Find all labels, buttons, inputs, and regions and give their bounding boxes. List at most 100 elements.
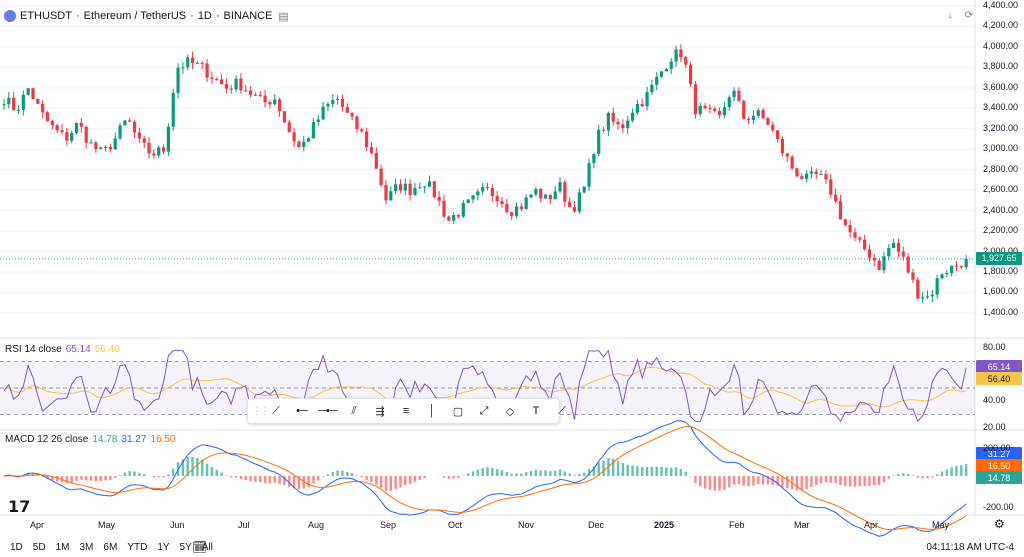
macd-histogram-bar <box>341 470 344 476</box>
candle <box>413 182 417 197</box>
trend-angle-icon[interactable]: ⟋ <box>558 404 566 417</box>
candle <box>674 45 678 67</box>
last-price-tag: 1,927.65 <box>976 251 1022 265</box>
hist-tag: 16.50 <box>976 459 1022 472</box>
time-tick-label: Sep <box>380 520 397 530</box>
candle <box>461 200 465 219</box>
rsi-title[interactable]: RSI 14 close <box>5 344 62 355</box>
candle <box>906 253 910 274</box>
hist-value: 16.50 <box>150 434 176 445</box>
settings-gear-icon[interactable]: ⚙ <box>994 517 1005 531</box>
range-button-all[interactable]: All <box>201 542 213 553</box>
range-button-1m[interactable]: 1M <box>55 542 70 553</box>
candle <box>664 67 668 72</box>
fib-retracement-icon[interactable]: ≡ <box>402 405 410 417</box>
macd-histogram-bar <box>723 476 726 490</box>
candle <box>848 219 852 238</box>
range-button-ytd[interactable]: YTD <box>127 542 148 553</box>
rectangle-icon[interactable]: ▢ <box>452 405 464 418</box>
candle <box>601 126 606 133</box>
macd-histogram-bar <box>457 476 460 478</box>
candle <box>616 118 620 130</box>
scroll-down-icon[interactable]: ↓ <box>947 9 953 21</box>
candle <box>152 149 156 160</box>
macd-histogram-bar <box>75 476 78 481</box>
candle <box>563 179 567 208</box>
rsi-tick-label: 40.00 <box>983 395 1006 406</box>
drag-handle-icon[interactable]: ⋮⋮ <box>252 405 270 417</box>
reset-chart-icon[interactable]: ⟳ <box>964 9 974 21</box>
horizontal-line-icon[interactable]: ─•─ <box>318 405 338 417</box>
candle <box>244 84 248 93</box>
macd-histogram-bar <box>694 476 697 484</box>
candle <box>819 169 823 175</box>
candle <box>785 152 789 162</box>
parallel-channel-icon[interactable]: ⫽ <box>351 404 357 417</box>
candle <box>476 188 480 201</box>
macd-histogram-bar <box>829 476 832 483</box>
candle <box>896 238 901 258</box>
symbol-ticker[interactable]: ETHUSDT <box>20 10 72 22</box>
macd-histogram-bar <box>312 476 315 484</box>
candle <box>369 142 374 155</box>
macd-histogram-bar <box>89 476 93 481</box>
candle <box>626 115 630 135</box>
go-to-date-icon[interactable]: 🗓 <box>192 540 208 554</box>
range-button-5y[interactable]: 5Y <box>179 542 192 553</box>
candle <box>611 107 615 126</box>
hide-legend-icon[interactable]: ▤ <box>278 10 289 23</box>
macd-histogram-bar <box>84 476 88 481</box>
candle <box>606 111 610 136</box>
candle <box>529 194 533 198</box>
candle <box>427 175 432 187</box>
candle <box>147 136 151 159</box>
vertical-line-icon[interactable]: │ <box>428 405 436 417</box>
candle <box>384 180 388 205</box>
macd-title[interactable]: MACD 12 26 close <box>5 434 89 445</box>
macd-histogram-bar <box>563 471 567 476</box>
macd-histogram-bar <box>167 474 170 476</box>
range-button-5d[interactable]: 5D <box>32 542 46 553</box>
macd-histogram-bar <box>534 469 538 476</box>
range-button-1y[interactable]: 1Y <box>157 542 170 553</box>
horizontal-ray-icon[interactable]: •─ <box>296 405 308 417</box>
macd-histogram-bar <box>505 472 509 476</box>
range-button-3m[interactable]: 3M <box>79 542 94 553</box>
macd-histogram-bar <box>360 476 363 478</box>
macd-histogram-bar <box>152 476 156 478</box>
macd-histogram-bar <box>906 474 910 476</box>
time-tick-label: May <box>98 520 116 530</box>
candle <box>693 80 698 119</box>
candle <box>142 135 146 149</box>
clock-readout[interactable]: 04:11:18 AM UTC-4 <box>926 542 1014 553</box>
macd-histogram-bar <box>544 470 547 476</box>
candle <box>229 84 233 94</box>
candle <box>200 60 204 69</box>
candle <box>892 238 896 249</box>
macd-histogram-bar <box>196 458 199 476</box>
range-button-1d[interactable]: 1D <box>10 542 23 553</box>
path-icon[interactable]: ⤢ <box>479 404 489 417</box>
candle <box>490 184 494 202</box>
shape-icon[interactable]: ◇ <box>505 405 515 418</box>
macd-histogram-bar <box>408 476 412 485</box>
candle <box>645 86 649 111</box>
candle <box>945 270 949 277</box>
rsi-ma-tag: 56.40 <box>976 372 1022 385</box>
macd-histogram-bar <box>728 476 731 488</box>
regression-trend-icon[interactable]: ⇶ <box>375 405 385 418</box>
macd-histogram-bar <box>573 475 576 476</box>
macd-histogram-bar <box>863 476 866 486</box>
candle <box>679 44 683 63</box>
trend-line-icon[interactable]: ⟋ <box>272 404 280 417</box>
anchored-text-icon[interactable]: T <box>532 405 540 417</box>
macd-histogram-bar <box>70 476 73 483</box>
interval-label[interactable]: 1D <box>197 10 212 22</box>
macd-histogram-bar <box>172 468 175 476</box>
range-button-6m[interactable]: 6M <box>103 542 118 553</box>
macd-histogram-bar <box>157 476 160 478</box>
candle <box>21 90 25 116</box>
macd-histogram-bar <box>80 476 83 480</box>
macd-tick-label: 200.00 <box>983 443 1011 453</box>
